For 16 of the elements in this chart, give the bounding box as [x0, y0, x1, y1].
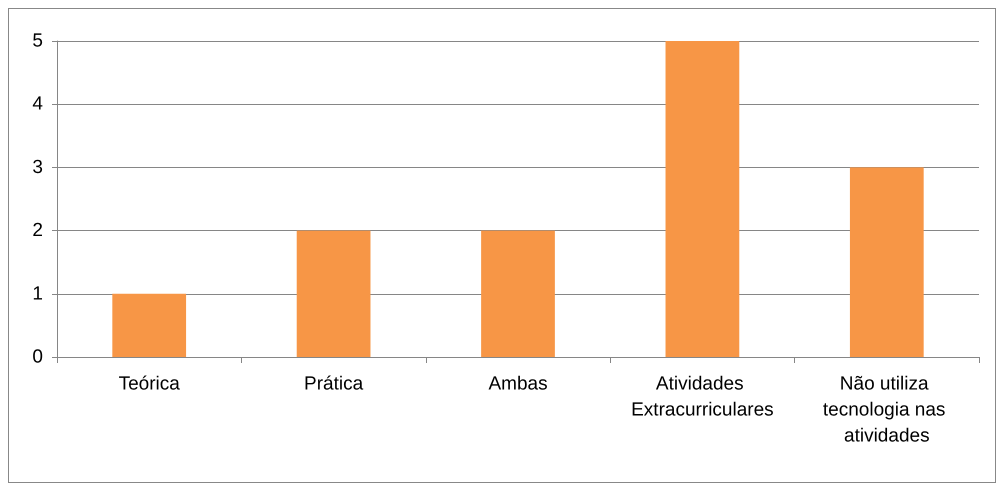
bar	[112, 294, 186, 357]
bar	[850, 167, 924, 357]
x-tick-label: Teórica	[118, 374, 180, 394]
y-tick-label: 5	[32, 30, 43, 52]
bar	[666, 41, 740, 357]
x-tick-label: Ambas	[488, 374, 548, 394]
x-tick-label: Atividades Extracurriculares	[631, 374, 774, 420]
bar	[481, 230, 555, 357]
bar	[296, 230, 370, 357]
y-tick-label: 0	[32, 346, 43, 368]
y-tick-label: 2	[32, 220, 43, 242]
x-tick-label: Não utiliza tecnologia nas atividades	[822, 374, 951, 446]
x-tick-label: Prática	[304, 374, 364, 394]
y-tick-label: 3	[32, 156, 43, 178]
y-tick-label: 1	[32, 283, 43, 304]
y-tick-label: 4	[32, 94, 44, 115]
